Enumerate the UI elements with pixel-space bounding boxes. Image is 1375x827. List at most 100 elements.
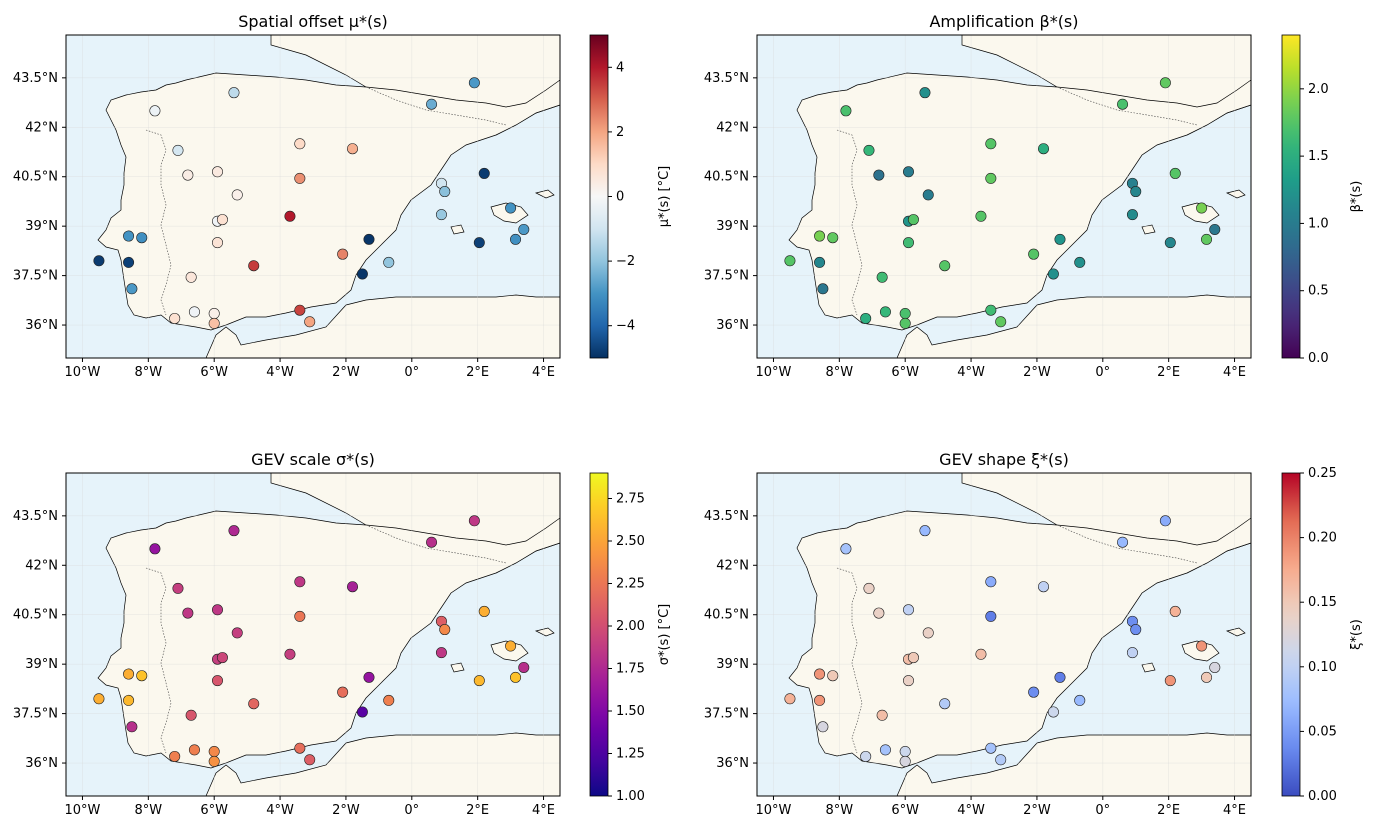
station-point: [294, 138, 306, 150]
station-point: [185, 709, 197, 721]
x-tick-label: 2°E: [466, 803, 489, 818]
colorbar-gradient: [589, 472, 609, 797]
map-area: [65, 472, 561, 797]
station-point: [975, 210, 987, 222]
x-tick-label: 6°W: [891, 365, 919, 380]
station-point: [123, 230, 135, 242]
station-point: [975, 648, 987, 660]
x-tick-label: 2°E: [1157, 803, 1180, 818]
station-point: [356, 706, 368, 718]
border-line: [1056, 86, 1198, 126]
station-point: [123, 256, 135, 268]
station-point: [478, 605, 490, 617]
station-point: [231, 627, 243, 639]
panel-xi: GEV shape ξ*(s) 10°W 8°W 6°W 4°W 2°W 0° 2°E 4°E 4…: [704, 450, 1364, 818]
x-tick-label: 8°W: [135, 365, 163, 380]
colorbar-tick-label: 0.00: [1308, 789, 1337, 804]
station-point: [304, 754, 316, 766]
y-tick-label: 40.5°N: [13, 170, 58, 185]
station-point: [1117, 536, 1129, 548]
station-point: [1054, 671, 1066, 683]
station-point: [182, 169, 194, 181]
colorbar-label: ξ*(s): [1349, 619, 1364, 650]
x-tick-label: 0°: [404, 365, 419, 380]
station-point: [1201, 671, 1213, 683]
colorbar-tick-label: 1.75: [616, 662, 645, 677]
station-point: [347, 143, 359, 155]
station-point: [149, 105, 161, 117]
y-tick-label: 37.5°N: [13, 707, 58, 722]
station-point: [510, 671, 522, 683]
station-point: [995, 754, 1007, 766]
station-point: [284, 210, 296, 222]
station-point: [907, 652, 919, 664]
station-point: [435, 209, 447, 221]
colorbar-tick-label: 0.0: [1308, 351, 1329, 366]
x-tick-label: 4°E: [532, 803, 555, 818]
x-tick-label: 4°W: [957, 365, 985, 380]
station-point: [876, 709, 888, 721]
x-tick-label: 6°W: [200, 365, 228, 380]
colorbar: 2.75 2.50 2.25 2.00 1.75 1.50 1.25 1.00 σ*(s) [°…: [589, 472, 672, 804]
y-tick-label: 43.5°N: [704, 71, 749, 86]
x-tick-label: 6°W: [891, 803, 919, 818]
station-point: [922, 627, 934, 639]
panel-sigma: GEV scale σ*(s) 10°W 8°W 6°W 4°W 2°W 0° 2°E 4°E 4…: [13, 450, 672, 818]
station-point: [185, 271, 197, 283]
border-line: [1056, 524, 1198, 564]
station-point: [294, 610, 306, 622]
y-tick-label: 42°N: [716, 120, 749, 135]
station-point: [188, 306, 200, 318]
station-point: [863, 582, 875, 594]
y-tick-label: 40.5°N: [704, 170, 749, 185]
station-point: [784, 693, 796, 705]
y-tick-label: 40.5°N: [704, 608, 749, 623]
x-tick-label: 8°W: [135, 803, 163, 818]
colorbar: 2.0 1.5 1.0 0.5 0.0 β*(s): [1281, 34, 1364, 366]
station-point: [439, 624, 451, 636]
colorbar-tick-label: 1.5: [1308, 149, 1329, 164]
station-point: [922, 189, 934, 201]
station-point: [1130, 186, 1142, 198]
map-area: [756, 34, 1252, 359]
colorbar-gradient: [589, 34, 609, 359]
station-point: [1164, 675, 1176, 687]
station-point: [1126, 209, 1138, 221]
station-point: [985, 610, 997, 622]
station-point: [439, 186, 451, 198]
station-point: [510, 233, 522, 245]
station-point: [211, 166, 223, 178]
station-point: [899, 317, 911, 329]
colorbar-tick-label: 0.15: [1308, 595, 1337, 610]
x-tick-label: 0°: [404, 803, 419, 818]
x-tick-label: 0°: [1095, 365, 1110, 380]
station-point: [907, 214, 919, 226]
station-point: [208, 746, 220, 758]
x-tick-label: 4°W: [266, 365, 294, 380]
station-point: [879, 744, 891, 756]
y-tick-label: 43.5°N: [704, 509, 749, 524]
border-line: [365, 86, 507, 126]
colorbar-tick-label: 0.5: [1308, 284, 1329, 299]
station-point: [347, 581, 359, 593]
station-point: [814, 694, 826, 706]
station-point: [860, 312, 872, 324]
station-point: [136, 670, 148, 682]
colorbar-tick-label: −4: [616, 319, 635, 334]
station-point: [473, 675, 485, 687]
station-point: [840, 543, 852, 555]
station-point: [126, 283, 138, 295]
colorbar-tick-label: 1.00: [616, 789, 645, 804]
station-point: [814, 230, 826, 242]
station-point: [337, 248, 349, 260]
station-point: [1074, 256, 1086, 268]
border-line: [365, 524, 507, 564]
x-tick-label: 4°E: [1223, 803, 1246, 818]
station-point: [123, 668, 135, 680]
station-point: [294, 576, 306, 588]
x-tick-label: 6°W: [200, 803, 228, 818]
station-point: [985, 172, 997, 184]
x-tick-label: 8°W: [826, 365, 854, 380]
station-point: [1038, 143, 1050, 155]
station-point: [814, 256, 826, 268]
